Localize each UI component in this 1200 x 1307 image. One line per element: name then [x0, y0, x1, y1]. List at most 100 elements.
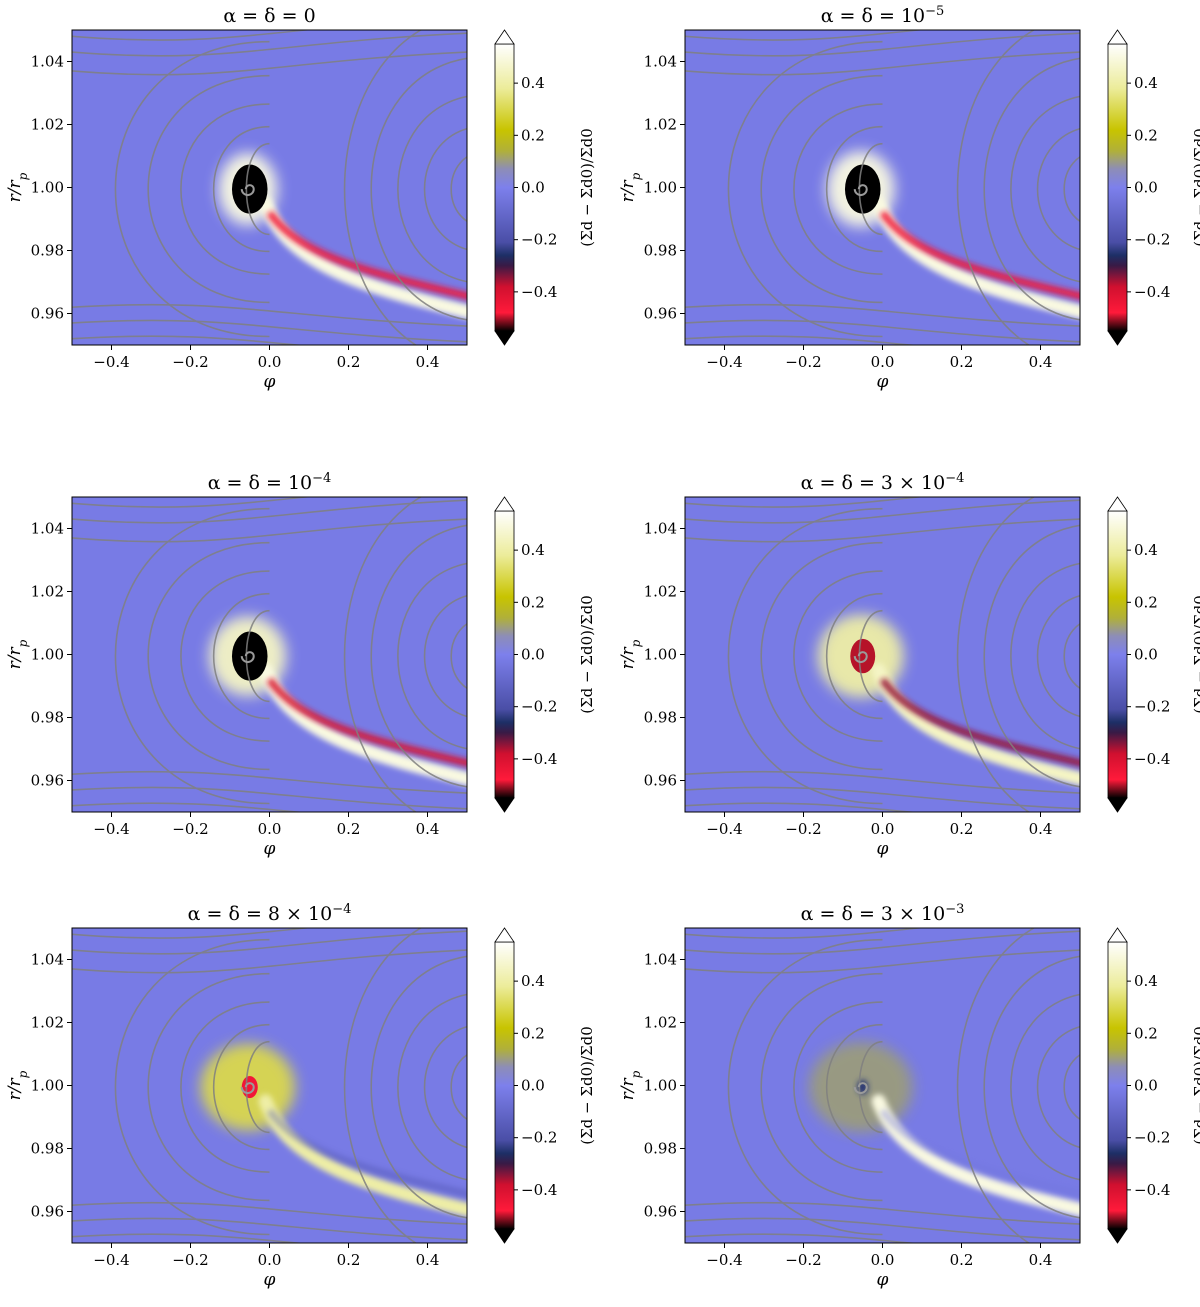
colorbar-tick-label: −0.4	[1134, 283, 1170, 301]
x-tick-label: −0.4	[706, 820, 742, 838]
y-tick-label: 1.00	[31, 179, 64, 197]
colorbar-extend-min	[1107, 1228, 1128, 1244]
streamline	[450, 156, 467, 222]
streamline	[1063, 1054, 1080, 1120]
colorbar-tick-label: 0.4	[521, 74, 545, 92]
streamline	[72, 1233, 306, 1243]
streamline	[793, 103, 883, 275]
colorbar-extend-max	[494, 927, 515, 943]
colorbar-extend-min	[494, 1228, 515, 1244]
colorbar-tick-label: −0.4	[521, 1181, 557, 1199]
panel-2: −0.4 −0.2 0.0 0.2 0.4 0.96 0.98 1.00 1.02 1.04 α =…	[618, 4, 1200, 393]
y-tick-label: 1.02	[644, 116, 677, 134]
wake-depletion	[266, 1108, 467, 1198]
colorbar-tick-label: 0.0	[1134, 1077, 1158, 1095]
streamline	[956, 30, 1036, 345]
x-tick-label: 0.2	[950, 1251, 974, 1269]
streamline	[685, 518, 1080, 543]
y-tick-label: 1.04	[31, 520, 64, 538]
y-tick-label: 1.02	[644, 1014, 677, 1032]
y-axis-label: r/rp	[5, 1070, 30, 1100]
title-exponent: −3	[945, 902, 964, 917]
colorbar-gradient	[494, 941, 515, 1230]
colorbar-tick-label: −0.4	[521, 283, 557, 301]
planet-spiral	[853, 184, 868, 197]
streamlines	[72, 928, 467, 1243]
x-tick-label: −0.2	[785, 1251, 821, 1269]
heatmap-area	[685, 30, 1080, 345]
streamline	[685, 802, 919, 812]
depletion-hole	[844, 164, 881, 214]
y-tick-label: 0.96	[644, 772, 677, 790]
y-axis-label-sub: p	[16, 172, 30, 180]
colorbar-gradient	[1107, 941, 1128, 1230]
streamline	[72, 770, 467, 794]
x-tick-label: 0.4	[416, 820, 440, 838]
colorbar-label: (Σd − Σd0)/Σd0	[578, 128, 596, 247]
x-tick-label: 0.0	[258, 820, 282, 838]
streamline	[343, 928, 423, 1243]
x-tick-label: −0.4	[706, 353, 742, 371]
streamline	[826, 125, 883, 253]
y-tick-label: 0.98	[31, 1140, 64, 1158]
streamline	[423, 595, 467, 717]
x-tick-label: 0.2	[950, 353, 974, 371]
y-tick-label: 0.96	[644, 305, 677, 323]
streamline	[72, 303, 467, 327]
streamline	[72, 30, 313, 41]
streamline	[397, 562, 467, 750]
colorbar-tick-label: 0.0	[521, 646, 545, 664]
colorbar-tick-label: 0.4	[1134, 541, 1158, 559]
x-axis-label: φ	[877, 839, 889, 859]
x-axis-label: φ	[264, 372, 276, 392]
y-tick-label: 0.96	[31, 305, 64, 323]
panel-4: −0.4 −0.2 0.0 0.2 0.4 0.96 0.98 1.00 1.02 1.04 α =…	[618, 471, 1200, 860]
streamline	[983, 57, 1080, 321]
x-axis-label: φ	[264, 1270, 276, 1290]
planet-spiral	[853, 1082, 868, 1095]
panel-3: −0.4 −0.2 0.0 0.2 0.4 0.96 0.98 1.00 1.02 1.04 α =…	[5, 471, 596, 860]
panel-title: α = δ = 10−5	[821, 4, 945, 28]
y-tick-label: 1.00	[644, 1077, 677, 1095]
streamline	[423, 128, 467, 250]
streamline	[685, 1201, 1080, 1225]
heatmap-area	[685, 497, 1080, 812]
streamline	[760, 541, 883, 771]
colorbar-tick-label: 0.2	[1134, 126, 1158, 144]
x-tick-label: −0.4	[93, 1251, 129, 1269]
streamlines	[72, 30, 467, 345]
y-tick-label: 1.00	[31, 646, 64, 664]
streamline	[72, 802, 306, 812]
x-tick-label: 0.2	[337, 820, 361, 838]
colorbar-tick-label: 0.2	[1134, 1024, 1158, 1042]
streamline	[793, 570, 883, 742]
colorbar-gradient	[494, 43, 515, 332]
streamline	[72, 949, 467, 974]
y-tick-label: 0.98	[644, 1140, 677, 1158]
streamline	[114, 507, 270, 805]
streamline	[1063, 623, 1080, 689]
x-tick-label: 0.0	[258, 353, 282, 371]
streamline	[423, 1026, 467, 1148]
planet-spiral	[853, 651, 868, 664]
colorbar-extend-min	[1107, 330, 1128, 346]
colorbar-extend-max	[494, 29, 515, 45]
streamline	[983, 955, 1080, 1219]
streamline	[343, 497, 423, 812]
x-tick-label: −0.2	[785, 820, 821, 838]
streamline	[956, 928, 1036, 1243]
wake-depletion	[879, 210, 1080, 300]
colorbar-extend-min	[1107, 797, 1128, 813]
streamline	[180, 1001, 270, 1173]
streamline	[1010, 993, 1080, 1181]
streamline	[72, 499, 467, 524]
planet-spiral	[240, 1082, 255, 1095]
y-axis-label: r/rp	[618, 639, 643, 669]
x-tick-label: 0.0	[258, 1251, 282, 1269]
colorbar: −0.4 −0.2 0.0 0.2 0.4 (Σd − Σd0)/Σd0	[494, 927, 596, 1244]
colorbar-label: (Σd − Σd0)/Σd0	[578, 595, 596, 714]
y-tick-label: 0.96	[31, 772, 64, 790]
y-tick-label: 0.96	[31, 1203, 64, 1221]
y-tick-label: 1.04	[31, 951, 64, 969]
depletion-hole	[231, 164, 268, 214]
